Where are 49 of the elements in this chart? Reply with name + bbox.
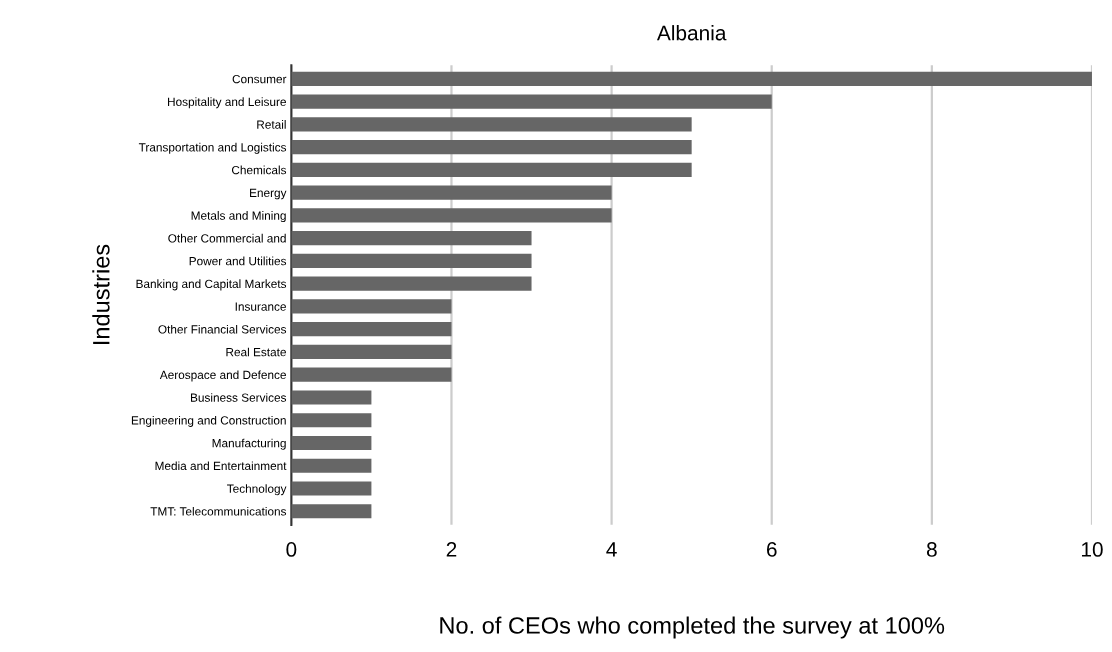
bar: [291, 504, 372, 519]
y-tick-label: Business Services: [191, 393, 287, 402]
y-tick-label: Manufacturing: [212, 438, 286, 450]
y-tick-label: Chemicals: [231, 165, 287, 175]
y-tick-label: Transportation and Logistics: [138, 142, 287, 154]
x-axis-title: No. of CEOs who completed the survey at 100%: [440, 616, 945, 639]
y-tick-label: Metals and Mining: [191, 211, 286, 223]
bar: [291, 344, 452, 359]
chart-title: Albania: [656, 25, 727, 41]
y-tick-label: TMT: Telecommunications: [150, 506, 287, 516]
bar: [291, 185, 612, 200]
bar: [291, 253, 532, 268]
bar: [291, 208, 612, 223]
bar: [291, 413, 372, 428]
x-tick-label: 0: [286, 542, 297, 557]
x-tick-label: 8: [926, 542, 937, 557]
y-tick-label: Engineering and Construction: [131, 415, 286, 427]
bar: [291, 367, 452, 382]
bar: [291, 117, 692, 132]
bar: [291, 276, 532, 291]
y-tick-label: Real Estate: [226, 347, 286, 357]
bar: [291, 162, 692, 177]
bar: [291, 390, 372, 405]
y-tick-label: Insurance: [235, 302, 286, 311]
x-tick-label: 4: [606, 542, 617, 557]
y-tick-label: Consumer: [232, 74, 287, 84]
bar: [291, 140, 692, 155]
y-tick-label: Other Financial Services: [158, 324, 287, 334]
y-axis-title: Industries: [92, 244, 110, 345]
y-tick-label: Aerospace and Defence: [159, 370, 286, 382]
y-tick-label: Power and Utilities: [189, 256, 287, 266]
bar: [291, 299, 452, 314]
bar: [291, 231, 532, 246]
y-tick-label: Banking and Capital Markets: [136, 279, 287, 291]
bar: [291, 322, 452, 337]
y-tick-label: Energy: [250, 188, 287, 200]
y-tick-label: Technology: [227, 484, 287, 496]
bar: [291, 458, 372, 473]
x-tick-label: 2: [446, 542, 457, 557]
y-tick-label: Retail: [257, 120, 286, 129]
bar: [291, 435, 372, 450]
y-tick-label: Hospitality and Leisure: [168, 97, 286, 109]
x-tick-label: 6: [766, 542, 777, 557]
x-tick-label: 10: [1081, 542, 1103, 557]
bar: [291, 71, 1092, 86]
bar: [291, 94, 772, 109]
bar: [291, 481, 372, 496]
y-tick-label: Other Commercial and: [168, 233, 286, 243]
y-tick-label: Media and Entertainment: [155, 461, 287, 471]
